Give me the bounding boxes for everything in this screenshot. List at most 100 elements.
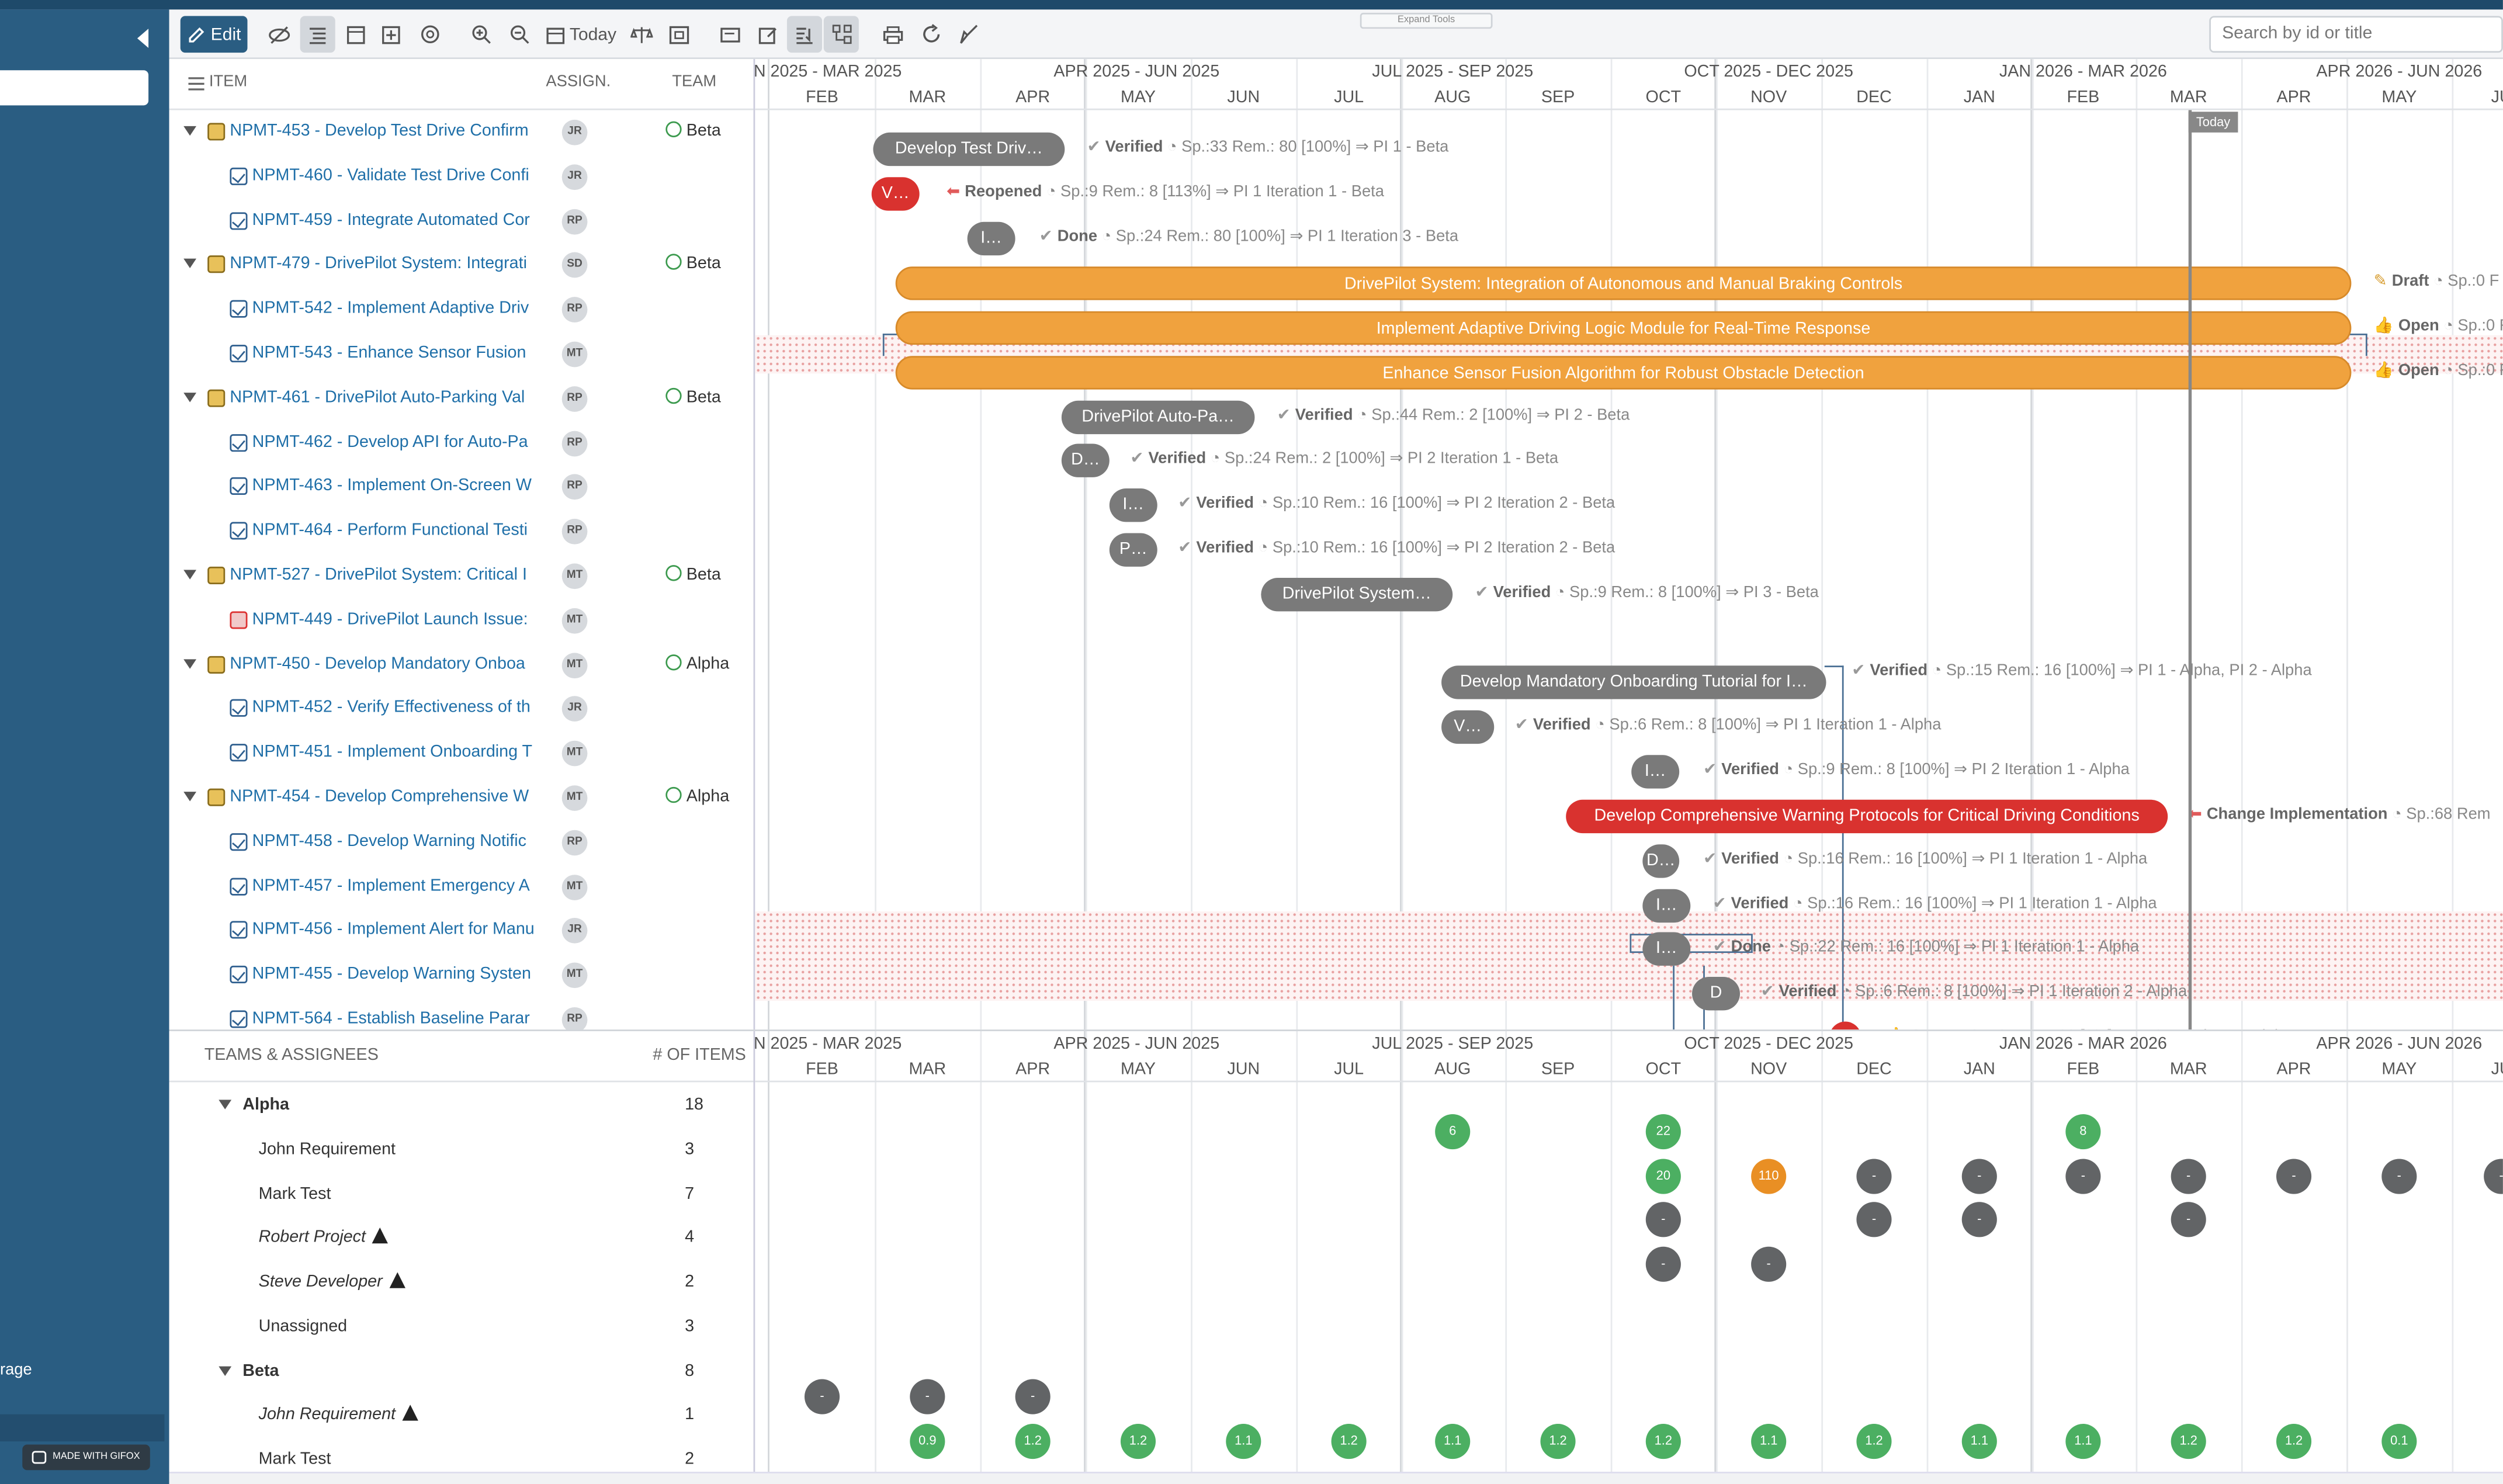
capacity-dot[interactable]: - bbox=[910, 1379, 945, 1414]
item-row[interactable]: NPMT-564 - Establish Baseline Parar RP bbox=[169, 998, 754, 1030]
card-icon[interactable] bbox=[712, 16, 747, 53]
zoom-in-icon[interactable] bbox=[463, 16, 498, 53]
expand-toggle-icon[interactable] bbox=[219, 1366, 232, 1376]
zoom-out-icon[interactable] bbox=[501, 16, 536, 53]
item-row[interactable]: NPMT-462 - Develop API for Auto-Pa RP bbox=[169, 421, 754, 464]
assignee-avatar[interactable]: MT bbox=[561, 652, 588, 678]
clear-icon[interactable] bbox=[950, 16, 985, 53]
today-button[interactable]: Today bbox=[543, 16, 619, 53]
assignee-avatar[interactable]: RP bbox=[561, 297, 588, 323]
item-link[interactable]: NPMT-453 - Develop Test Drive Confirm bbox=[230, 121, 529, 141]
assignee-avatar[interactable]: SD bbox=[561, 252, 588, 279]
panel-icon[interactable] bbox=[338, 16, 373, 53]
team-row[interactable]: Beta 8 bbox=[169, 1349, 754, 1393]
gantt-bar[interactable]: I… bbox=[1642, 889, 1691, 923]
capacity-dot[interactable]: 1.1 bbox=[1435, 1424, 1471, 1459]
capacity-dot[interactable]: 1.2 bbox=[2276, 1424, 2312, 1459]
item-row[interactable]: NPMT-452 - Verify Effectiveness of th JR bbox=[169, 687, 754, 730]
capacity-dot[interactable]: 20 bbox=[1645, 1159, 1681, 1194]
gantt-bar[interactable]: Enhance Sensor Fusion Algorithm for Robu… bbox=[895, 356, 2352, 390]
assignee-row[interactable]: Steve Developer 2 bbox=[169, 1260, 754, 1304]
assignee-row[interactable]: Unassigned 3 bbox=[169, 1304, 754, 1348]
item-row[interactable]: NPMT-543 - Enhance Sensor Fusion MT bbox=[169, 332, 754, 375]
item-row[interactable]: NPMT-449 - DrivePilot Launch Issue: MT bbox=[169, 598, 754, 642]
capacity-dot[interactable]: - bbox=[804, 1379, 840, 1414]
item-link[interactable]: NPMT-456 - Implement Alert for Manu bbox=[252, 920, 535, 939]
collapse-sidebar-icon[interactable] bbox=[137, 29, 149, 48]
expand-toggle-icon[interactable] bbox=[183, 658, 197, 668]
expand-tools-button[interactable]: Expand Tools bbox=[1360, 12, 1493, 29]
capacity-dot[interactable]: - bbox=[2484, 1159, 2503, 1194]
item-row[interactable]: NPMT-457 - Implement Emergency A MT bbox=[169, 865, 754, 908]
expand-toggle-icon[interactable] bbox=[183, 792, 197, 802]
col-assignee-header[interactable]: ASSIGN. bbox=[546, 73, 611, 91]
capacity-dot[interactable]: 0.9 bbox=[910, 1424, 945, 1459]
capacity-dot[interactable]: 1.2 bbox=[2171, 1424, 2206, 1459]
capacity-dot[interactable]: - bbox=[1015, 1379, 1051, 1414]
item-link[interactable]: NPMT-459 - Integrate Automated Cor bbox=[252, 210, 530, 230]
gantt-bar[interactable]: DrivePilot System: Integration of Autono… bbox=[895, 266, 2352, 300]
item-link[interactable]: NPMT-454 - Develop Comprehensive W bbox=[230, 786, 529, 806]
item-link[interactable]: NPMT-462 - Develop API for Auto-Pa bbox=[252, 432, 528, 452]
menu-icon[interactable] bbox=[188, 77, 204, 91]
fit-screen-icon[interactable] bbox=[661, 16, 696, 53]
capacity-dot[interactable]: - bbox=[2065, 1159, 2101, 1194]
refresh-icon[interactable] bbox=[913, 16, 948, 53]
expand-toggle-icon[interactable] bbox=[183, 392, 197, 402]
capacity-dot[interactable]: 22 bbox=[1645, 1114, 1681, 1150]
col-item-header[interactable]: ITEM bbox=[209, 73, 248, 91]
item-row[interactable]: NPMT-458 - Develop Warning Notific RP bbox=[169, 820, 754, 864]
assignee-avatar[interactable]: MT bbox=[561, 563, 588, 590]
assignee-avatar[interactable]: MT bbox=[561, 785, 588, 811]
capacity-dot[interactable]: 110 bbox=[1751, 1159, 1787, 1194]
expand-toggle-icon[interactable] bbox=[183, 259, 197, 269]
assignee-avatar[interactable]: RP bbox=[561, 430, 588, 456]
capacity-dot[interactable]: - bbox=[1751, 1246, 1787, 1282]
assignee-row[interactable]: Mark Test 7 bbox=[169, 1171, 754, 1216]
capacity-dot[interactable]: 1.2 bbox=[1540, 1424, 1576, 1459]
item-row[interactable]: NPMT-464 - Perform Functional Testi RP bbox=[169, 509, 754, 553]
capacity-dot[interactable]: - bbox=[2276, 1159, 2312, 1194]
item-row[interactable]: NPMT-459 - Integrate Automated Cor RP bbox=[169, 199, 754, 242]
edit-card-icon[interactable] bbox=[750, 16, 785, 53]
gantt-bar[interactable]: I… bbox=[1109, 488, 1157, 522]
item-row[interactable]: NPMT-460 - Validate Test Drive Confi JR bbox=[169, 154, 754, 197]
gantt-bar[interactable]: Develop Comprehensive Warning Protocols … bbox=[1566, 799, 2168, 834]
print-icon[interactable] bbox=[875, 16, 910, 53]
item-row[interactable]: NPMT-479 - DrivePilot System: Integrati S… bbox=[169, 243, 754, 286]
gantt-bar[interactable]: D bbox=[1692, 977, 1740, 1011]
sidebar-search-input[interactable] bbox=[0, 70, 149, 106]
hierarchy-icon[interactable] bbox=[823, 16, 859, 53]
gantt-bar[interactable]: V… bbox=[1441, 710, 1495, 744]
capacity-dot[interactable]: 1.2 bbox=[1856, 1424, 1892, 1459]
item-link[interactable]: NPMT-543 - Enhance Sensor Fusion bbox=[252, 343, 526, 363]
assignee-avatar[interactable]: MT bbox=[561, 341, 588, 367]
gantt-bar[interactable]: I… bbox=[1631, 755, 1680, 789]
capacity-dot[interactable]: - bbox=[1645, 1246, 1681, 1282]
item-link[interactable]: NPMT-527 - DrivePilot System: Critical I bbox=[230, 565, 527, 584]
assignee-avatar[interactable]: MT bbox=[561, 608, 588, 634]
gantt-bar[interactable]: V… bbox=[871, 177, 920, 211]
assignee-avatar[interactable]: JR bbox=[561, 918, 588, 944]
item-link[interactable]: NPMT-461 - DrivePilot Auto-Parking Val bbox=[230, 387, 525, 407]
assignee-avatar[interactable]: JR bbox=[561, 164, 588, 190]
gantt-bar[interactable]: I… bbox=[967, 221, 1015, 256]
assignee-avatar[interactable]: MT bbox=[561, 741, 588, 767]
assignee-avatar[interactable]: MT bbox=[561, 962, 588, 989]
item-row[interactable]: NPMT-461 - DrivePilot Auto-Parking Val RP… bbox=[169, 376, 754, 419]
gantt-bar[interactable]: Develop Test Driv… bbox=[873, 132, 1065, 167]
capacity-dot[interactable]: - bbox=[2171, 1202, 2206, 1237]
capacity-dot[interactable]: 1.2 bbox=[1331, 1424, 1367, 1459]
item-link[interactable]: NPMT-463 - Implement On-Screen W bbox=[252, 476, 532, 496]
gantt-bar[interactable]: DrivePilot System… bbox=[1261, 578, 1453, 612]
capacity-dot[interactable]: 1.1 bbox=[1226, 1424, 1261, 1459]
item-row[interactable]: NPMT-456 - Implement Alert for Manu JR bbox=[169, 909, 754, 952]
gantt-bar[interactable]: P… bbox=[1109, 533, 1157, 567]
capacity-dot[interactable]: - bbox=[1856, 1202, 1892, 1237]
assignee-avatar[interactable]: RP bbox=[561, 830, 588, 855]
assignee-row[interactable]: John Requirement 3 bbox=[169, 1127, 754, 1171]
item-row[interactable]: NPMT-453 - Develop Test Drive Confirm JR B… bbox=[169, 110, 754, 154]
edit-button[interactable]: Edit bbox=[180, 16, 248, 53]
capacity-dot[interactable]: 0.1 bbox=[2381, 1424, 2417, 1459]
gantt-bar[interactable]: Implement Adaptive Driving Logic Module … bbox=[895, 311, 2352, 345]
